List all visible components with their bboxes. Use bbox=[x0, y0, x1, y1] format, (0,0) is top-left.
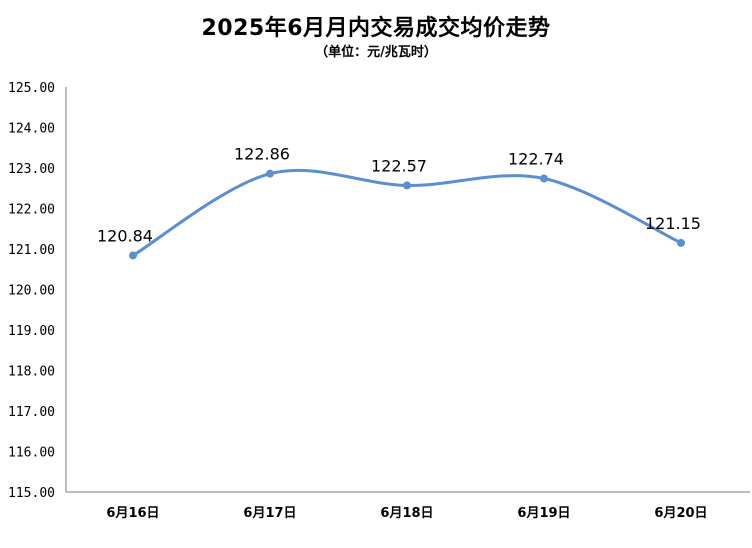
data-point bbox=[677, 238, 685, 247]
y-tick-label: 119.00 bbox=[8, 324, 55, 339]
data-labels: 120.84 122.86 122.57 122.74 121.15 bbox=[97, 145, 701, 246]
x-tick-label: 6月16日 bbox=[106, 506, 159, 521]
y-tick-label: 120.00 bbox=[8, 284, 55, 299]
x-tick-label: 6月18日 bbox=[380, 506, 433, 521]
x-tick-label: 6月20日 bbox=[654, 506, 707, 521]
chart-title: 2025年6月月内交易成交均价走势 bbox=[201, 16, 551, 41]
data-points bbox=[129, 169, 685, 260]
y-tick-label: 122.00 bbox=[8, 203, 55, 218]
data-label: 120.84 bbox=[97, 226, 153, 245]
y-tick-labels: 115.00 116.00 117.00 118.00 119.00 120.00 121.… bbox=[8, 81, 55, 501]
chart-subtitle: （单位：元/兆瓦时） bbox=[315, 45, 437, 60]
y-tick-label: 118.00 bbox=[8, 365, 55, 380]
y-tick-label: 117.00 bbox=[8, 405, 55, 420]
data-label: 122.86 bbox=[234, 145, 290, 164]
data-label: 121.15 bbox=[645, 214, 701, 233]
x-tick-label: 6月19日 bbox=[517, 506, 570, 521]
data-point bbox=[540, 174, 548, 183]
data-label: 122.74 bbox=[508, 150, 564, 169]
y-tick-label: 124.00 bbox=[8, 122, 55, 137]
y-tick-label: 125.00 bbox=[8, 81, 55, 96]
y-tick-label: 121.00 bbox=[8, 243, 55, 258]
y-tick-label: 115.00 bbox=[8, 486, 55, 501]
data-point bbox=[129, 251, 137, 260]
data-label: 122.57 bbox=[371, 156, 427, 175]
data-point bbox=[403, 181, 411, 190]
y-tick-label: 123.00 bbox=[8, 162, 55, 177]
x-tick-label: 6月17日 bbox=[243, 506, 296, 521]
data-point bbox=[266, 169, 274, 178]
x-tick-labels: 6月16日 6月17日 6月18日 6月19日 6月20日 bbox=[106, 506, 707, 521]
y-tick-label: 116.00 bbox=[8, 446, 55, 461]
